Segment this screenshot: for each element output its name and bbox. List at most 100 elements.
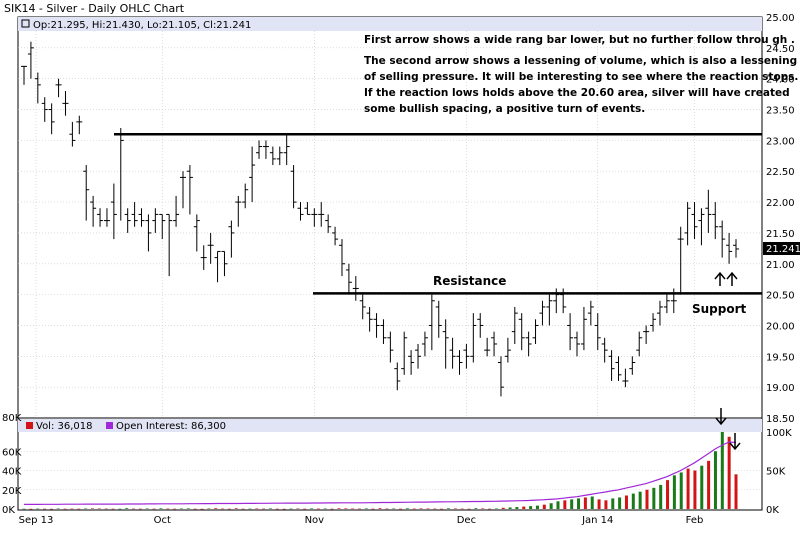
ohlc-bar <box>477 313 484 338</box>
volume-bar <box>693 470 697 509</box>
volume-bar <box>316 508 320 510</box>
volume-bar <box>549 503 553 509</box>
oi-tick-label: 50K <box>766 467 786 478</box>
ohlc-bar <box>421 331 428 357</box>
oi-legend-swatch <box>106 422 113 429</box>
price-tick-label: 24.00 <box>766 75 795 86</box>
ohlc-bar <box>166 213 173 277</box>
volume-bar <box>193 508 197 510</box>
ohlc-bar <box>21 65 27 85</box>
volume-bar <box>583 497 587 509</box>
volume-bar <box>734 474 738 509</box>
ohlc-bar <box>235 195 242 227</box>
ohlc-bar <box>325 214 332 233</box>
volume-bar <box>474 508 478 509</box>
price-tick-label: 20.50 <box>766 291 795 302</box>
ohlc-bar <box>262 140 269 159</box>
ohlc-bar <box>463 343 470 369</box>
ohlc-bar <box>297 202 304 221</box>
ohlc-bar <box>518 313 525 351</box>
x-tick-label: Feb <box>686 515 704 526</box>
ohlc-bar <box>643 325 650 344</box>
volume-bar <box>638 491 642 509</box>
ohlc-bar <box>124 208 131 233</box>
volume-bar <box>611 498 615 509</box>
volume-bar <box>296 508 300 510</box>
price-tick-label: 21.50 <box>766 229 795 240</box>
volume-bar <box>262 508 266 510</box>
volume-bar <box>405 508 409 509</box>
volume-bar <box>570 499 574 509</box>
x-tick-label: Nov <box>305 515 325 526</box>
ohlc-bar <box>200 245 207 270</box>
volume-bar <box>659 484 663 509</box>
volume-bar <box>221 508 225 510</box>
volume-bar <box>412 508 416 510</box>
ohlc-bar <box>214 250 221 283</box>
price-tick-label: 24.50 <box>766 44 795 55</box>
volume-bar <box>268 508 272 509</box>
volume-bar <box>631 493 635 509</box>
ohlc-bar <box>726 232 733 264</box>
volume-bar <box>77 508 81 510</box>
ohlc-bar <box>553 288 560 314</box>
volume-bar <box>371 508 375 510</box>
ohlc-bar <box>629 356 636 375</box>
ohlc-bar <box>55 78 62 98</box>
ohlc-bar <box>117 128 124 221</box>
ohlc-bar <box>719 220 726 258</box>
ohlc-bar <box>615 356 622 381</box>
volume-bar <box>234 508 238 509</box>
volume-bar <box>63 508 67 510</box>
ohlc-bar <box>304 202 311 215</box>
price-tick-label: 19.00 <box>766 383 795 394</box>
volume-bar <box>132 508 136 510</box>
ohlc-bars <box>21 41 739 397</box>
note-line-3: of selling pressure. It will be interest… <box>364 71 798 83</box>
ohlc-bar <box>228 220 235 258</box>
ohlc-bar <box>712 202 719 240</box>
ohlc-bar <box>380 319 387 344</box>
ohlc-bar <box>62 91 69 116</box>
volume-bar <box>515 507 519 509</box>
volume-bar <box>440 508 444 510</box>
ohlc-bar <box>601 337 608 363</box>
note-line-5: some bullish spacing, a positive turn of… <box>364 103 645 115</box>
volume-bar <box>488 508 492 510</box>
ohlc-bar <box>698 208 705 246</box>
ohlc-bar <box>428 294 435 351</box>
volume-bar <box>563 500 567 509</box>
last-price-tag <box>763 242 800 255</box>
ohlc-bar <box>69 121 76 147</box>
ohlc-bar <box>179 171 186 209</box>
ohlc-bar <box>539 300 546 326</box>
volume-bar <box>535 505 539 509</box>
ohlc-bar <box>359 294 366 320</box>
ohlc-bar <box>207 232 214 264</box>
price-tick-label: 21.00 <box>766 260 795 271</box>
volume-bar <box>200 508 204 510</box>
ohlc-bar <box>587 300 594 326</box>
volume-bar <box>344 508 348 509</box>
ohlc-bar <box>373 313 380 338</box>
price-tick-label: 23.00 <box>766 136 795 147</box>
ohlc-bar <box>249 146 256 203</box>
volume-bar <box>419 508 423 509</box>
volume-bar <box>481 508 485 509</box>
volume-tick-label: 40K <box>2 467 22 478</box>
ohlc-bar <box>567 313 574 351</box>
ohlc-bar <box>131 202 138 227</box>
volume-bar <box>707 460 711 509</box>
price-tick-label: 18.50 <box>766 414 795 425</box>
title-bar <box>0 0 800 16</box>
ohlc-bar <box>511 306 518 344</box>
volume-bar <box>166 508 170 510</box>
ohlc-bar <box>470 313 477 363</box>
ohlc-bar <box>408 350 415 375</box>
ohlc-bar <box>83 165 90 221</box>
volume-left-axis: 0K 20K 40K 60K 80K <box>2 413 22 516</box>
ohlc-bar <box>338 239 345 277</box>
volume-bar <box>460 508 464 510</box>
volume-bar <box>666 480 670 509</box>
price-tick-label: 25.00 <box>766 13 795 24</box>
